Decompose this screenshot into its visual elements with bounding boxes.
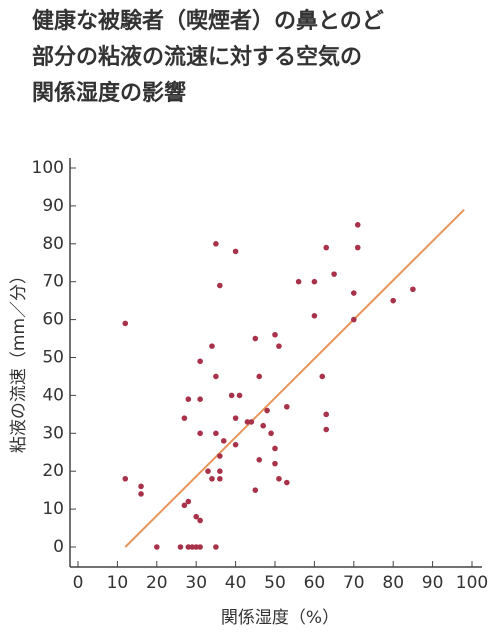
point	[268, 430, 274, 437]
chart-title-line: 健康な被験者（喫煙者）の鼻とのど	[32, 8, 384, 34]
point	[232, 415, 239, 421]
point	[209, 343, 215, 349]
point	[354, 244, 361, 251]
x-tick-label: 90	[422, 573, 444, 593]
point	[272, 331, 278, 338]
point	[256, 457, 263, 463]
point	[185, 544, 192, 550]
x-tick-label: 100	[456, 573, 488, 593]
y-tick-label: 0	[53, 537, 64, 557]
x-tick-label: 30	[185, 573, 207, 593]
point	[284, 479, 290, 486]
x-tick-label: 40	[225, 573, 247, 593]
point	[197, 430, 203, 437]
point	[154, 544, 160, 550]
point	[351, 316, 357, 323]
point	[323, 411, 330, 418]
point	[197, 396, 203, 402]
point	[272, 460, 278, 467]
point	[185, 396, 192, 402]
point	[138, 483, 144, 490]
point	[228, 392, 235, 399]
point	[209, 475, 215, 482]
point	[331, 271, 337, 277]
point	[232, 441, 239, 448]
point	[181, 415, 188, 421]
point	[319, 373, 326, 380]
y-tick-label: 70	[42, 272, 64, 292]
point	[284, 403, 290, 410]
point	[197, 358, 203, 365]
point	[260, 422, 266, 429]
point	[122, 475, 129, 482]
point	[197, 517, 203, 524]
point	[193, 544, 199, 550]
y-tick-label: 50	[42, 348, 64, 368]
point	[252, 487, 259, 493]
point	[311, 278, 318, 285]
point	[122, 320, 129, 327]
x-tick-label: 20	[146, 573, 168, 593]
y-tick-label: 100	[32, 158, 64, 178]
y-tick-label: 30	[42, 423, 64, 443]
point	[410, 286, 416, 293]
point	[217, 453, 223, 459]
x-tick-label: 60	[304, 573, 326, 593]
y-tick-label: 90	[42, 196, 64, 216]
point	[264, 407, 270, 414]
point	[351, 290, 357, 296]
x-tick-label: 10	[107, 573, 129, 593]
point	[256, 373, 263, 380]
y-tick-label: 80	[42, 234, 64, 254]
point	[217, 475, 223, 482]
point	[295, 278, 302, 285]
point	[220, 438, 227, 444]
point	[276, 343, 282, 349]
point	[217, 282, 223, 289]
point	[189, 544, 196, 550]
point	[213, 373, 219, 380]
point	[311, 313, 318, 319]
trend-line	[124, 208, 465, 548]
point	[354, 222, 361, 228]
x-axis-label: 関係湿度（%）	[221, 608, 339, 628]
chart-title-line: 関係湿度の影響	[32, 80, 186, 106]
x-tick-label: 70	[343, 573, 365, 593]
point	[138, 491, 144, 497]
y-tick-label: 20	[42, 461, 64, 481]
x-tick-label: 80	[382, 573, 404, 593]
point	[272, 445, 278, 452]
point	[185, 498, 192, 505]
point	[213, 544, 219, 550]
x-tick-label: 0	[73, 573, 84, 593]
point	[213, 430, 219, 437]
point	[276, 475, 282, 482]
point	[323, 426, 330, 433]
point	[232, 248, 239, 255]
point	[205, 468, 211, 475]
y-axis-label: 粘液の流速（mm／分）	[9, 267, 29, 453]
point	[177, 544, 184, 550]
y-tick-label: 10	[42, 499, 64, 519]
point	[193, 513, 199, 520]
point	[252, 335, 259, 342]
y-tick-label: 60	[42, 310, 64, 330]
point	[217, 468, 223, 475]
point	[323, 244, 330, 251]
y-tick-label: 40	[42, 385, 64, 405]
chart-title-line: 部分の粘液の流速に対する空気の	[32, 44, 362, 70]
point	[236, 392, 243, 399]
x-tick-label: 50	[264, 573, 286, 593]
point	[244, 419, 251, 425]
point	[390, 297, 397, 304]
point	[197, 544, 203, 550]
point	[181, 502, 188, 509]
point	[213, 241, 219, 247]
point	[248, 419, 255, 425]
